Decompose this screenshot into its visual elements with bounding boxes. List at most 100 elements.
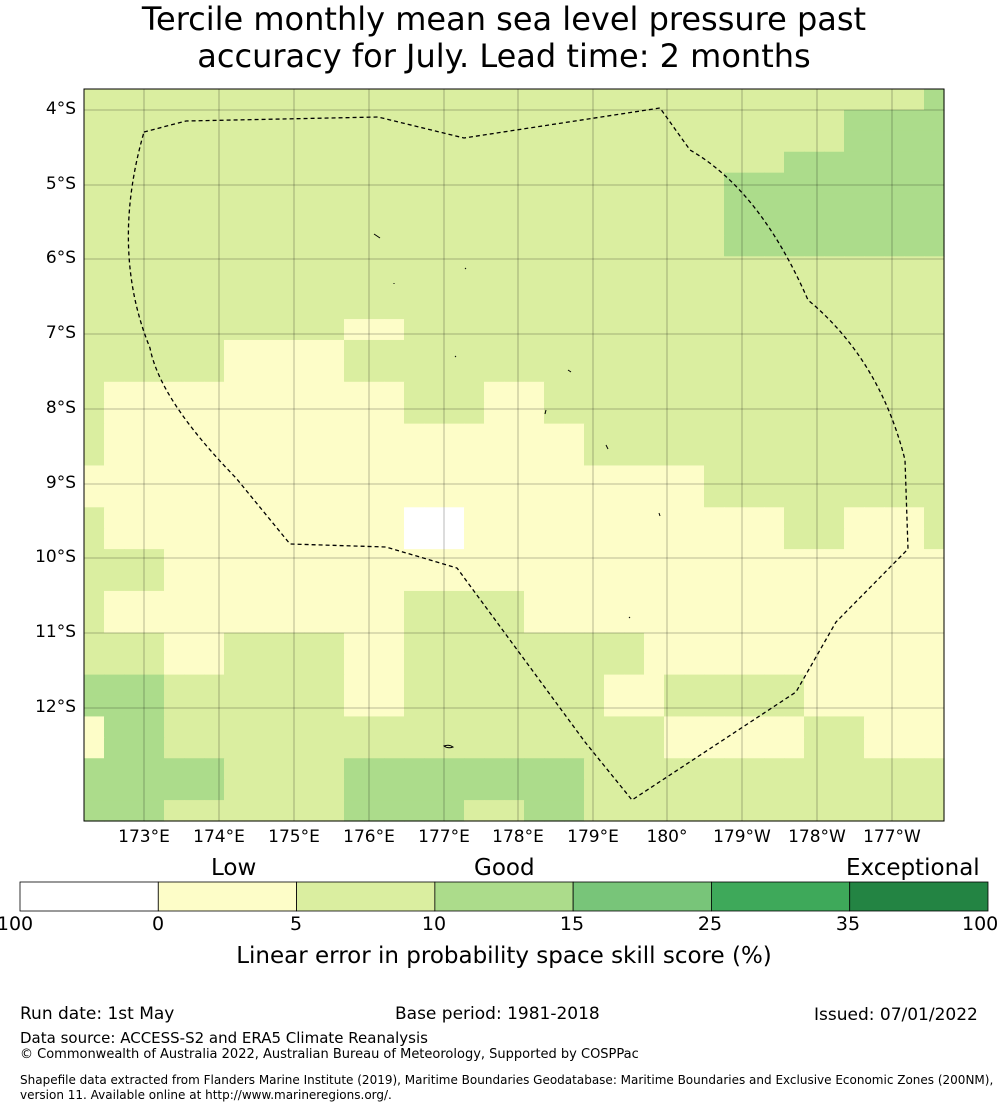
map-cell (804, 381, 825, 404)
map-cell (764, 758, 785, 780)
map-cell (304, 800, 325, 822)
lat-label: 5°S (45, 174, 76, 194)
map-cell (184, 632, 205, 655)
map-cell (784, 277, 805, 299)
map-cell (544, 590, 565, 613)
map-cell (724, 758, 745, 780)
map-cell (244, 611, 265, 634)
map-cell (744, 632, 765, 655)
map-cell (584, 779, 605, 801)
map-cell (924, 214, 945, 236)
map-cell (824, 256, 845, 278)
map-cell (204, 737, 225, 759)
map-cell (364, 89, 385, 111)
map-cell (804, 256, 825, 278)
map-cell (864, 402, 885, 425)
map-cell (684, 151, 705, 174)
map-cell (844, 339, 865, 362)
map-cell (284, 298, 305, 320)
map-cell (424, 277, 445, 299)
map-cell (484, 109, 505, 132)
map-cell (444, 611, 465, 634)
map-cell (684, 256, 705, 278)
map-cell (564, 632, 585, 655)
map-cell (204, 172, 225, 195)
map-cell (604, 193, 625, 216)
map-cell (924, 423, 945, 446)
map-cell (844, 277, 865, 299)
map-cell (264, 695, 285, 718)
map-cell (704, 758, 725, 780)
map-cell (604, 737, 625, 759)
map-cell (384, 695, 405, 718)
map-cell (264, 674, 285, 697)
map-cell (604, 319, 625, 341)
map-cell (144, 298, 165, 320)
map-cell (124, 298, 145, 320)
map-cell (724, 444, 745, 467)
map-cell (924, 402, 945, 425)
map-cell (184, 758, 205, 780)
map-cell (224, 423, 245, 446)
colorbar-segment (157, 881, 297, 912)
map-cell (924, 528, 945, 550)
map-cell (784, 632, 805, 655)
map-cell (324, 89, 345, 111)
map-cell (544, 89, 565, 111)
map-cell (264, 570, 285, 592)
map-cell (104, 779, 125, 801)
map-cell (584, 381, 605, 404)
map-cell (704, 109, 725, 132)
map-cell (364, 779, 385, 801)
map-cell (664, 193, 685, 216)
map-cell (564, 402, 585, 425)
map-cell (844, 423, 865, 446)
map-cell (164, 632, 185, 655)
map-cell (184, 465, 205, 487)
map-cell (824, 779, 845, 801)
map-cell (84, 214, 105, 236)
map-cell (404, 758, 425, 780)
map-cell (404, 402, 425, 425)
map-cell (864, 800, 885, 822)
map-cell (144, 507, 165, 529)
map-cell (304, 277, 325, 299)
map-cell (424, 360, 445, 383)
map-cell (344, 674, 365, 697)
map-cell (364, 172, 385, 195)
map-cell (324, 716, 345, 738)
map-cell (504, 570, 525, 592)
map-cell (864, 758, 885, 780)
map-cell (124, 800, 145, 822)
map-cell (364, 339, 385, 362)
map-gridlines (84, 89, 944, 821)
map-cell (364, 758, 385, 780)
map-cell (404, 590, 425, 613)
map-cell (644, 465, 665, 487)
map-cell (684, 130, 705, 153)
map-cell (504, 632, 525, 655)
map-cell (704, 549, 725, 571)
map-cell (744, 674, 765, 697)
map-cell (284, 653, 305, 676)
colorbar-segment (849, 881, 989, 912)
map-cell (324, 381, 345, 404)
colorbar-tick: 5 (289, 913, 303, 935)
map-cell (604, 632, 625, 655)
map-cell (904, 758, 925, 780)
map-cell (304, 486, 325, 508)
map-cell (124, 737, 145, 759)
map-cell (84, 89, 105, 111)
map-cell (84, 193, 105, 216)
map-cell (544, 528, 565, 550)
map-cell (504, 339, 525, 362)
map-cell (664, 486, 685, 508)
map-cell (424, 779, 445, 801)
map-cell (604, 653, 625, 676)
map-cell (844, 507, 865, 529)
map-cell (464, 109, 485, 132)
map-cell (244, 214, 265, 236)
map-cell (84, 109, 105, 132)
map-cell (464, 590, 485, 613)
map-cell (584, 590, 605, 613)
